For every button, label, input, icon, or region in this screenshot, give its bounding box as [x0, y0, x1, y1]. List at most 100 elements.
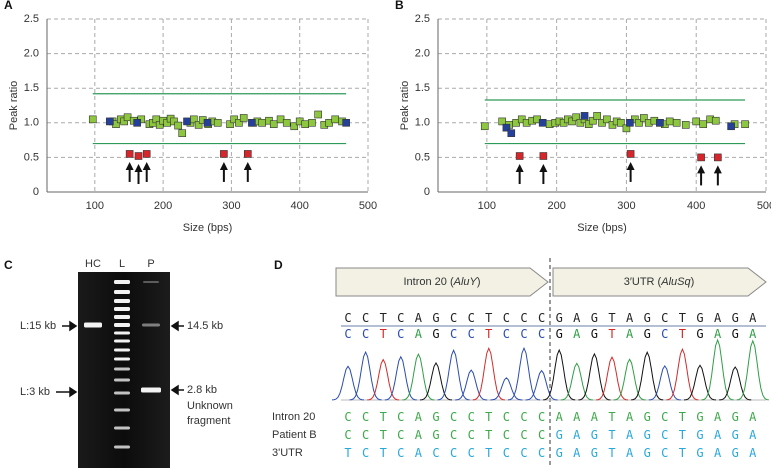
point [183, 117, 191, 126]
trace-peak [419, 361, 453, 401]
x-tick-label: 400 [687, 200, 705, 212]
gel-band [114, 323, 130, 327]
point [170, 117, 178, 126]
base: C [397, 327, 404, 341]
point [480, 122, 489, 131]
y-tick-label: 2.0 [24, 48, 39, 60]
gel-band [114, 307, 130, 311]
base: C [362, 410, 369, 424]
base: G [644, 327, 651, 341]
point [580, 112, 589, 120]
base: C [468, 446, 475, 460]
base: A [415, 428, 423, 442]
marker-arrows [56, 320, 184, 398]
base: T [344, 446, 351, 460]
gel-band [114, 339, 130, 343]
point [515, 152, 524, 160]
base: C [520, 446, 527, 460]
point [248, 119, 256, 127]
base: C [503, 311, 510, 325]
x-axis-label: Size (bps) [183, 222, 233, 234]
point [589, 116, 597, 125]
trace-peak [402, 353, 435, 401]
base: C [362, 446, 369, 460]
point [568, 117, 576, 126]
point [711, 116, 720, 125]
base: T [380, 327, 387, 341]
base: G [696, 410, 703, 424]
marker-label: L:3 kb [20, 386, 50, 398]
base: G [591, 446, 598, 460]
x-tick-label: 200 [547, 200, 565, 212]
point [174, 121, 182, 130]
point [134, 152, 143, 160]
base: A [626, 327, 634, 341]
point [672, 119, 681, 127]
region-label-part: AluSq [660, 276, 691, 288]
base: C [520, 410, 527, 424]
point [697, 153, 705, 162]
base: A [749, 311, 757, 325]
trace-peak [736, 339, 769, 401]
base: T [608, 311, 615, 325]
point [603, 115, 611, 124]
region-label-part: Intron 20 ( [403, 276, 453, 288]
base: T [679, 428, 686, 442]
base: T [380, 428, 387, 442]
x-tick-label: 100 [478, 200, 496, 212]
gel-band [142, 323, 160, 327]
trace-peak [560, 362, 593, 401]
point [502, 123, 511, 132]
base: G [432, 327, 439, 341]
base: G [732, 446, 739, 460]
row-label: Patient B [272, 429, 317, 441]
base: C [538, 410, 545, 424]
point [213, 119, 222, 127]
panel-label: C [4, 258, 13, 272]
arrow-head [142, 161, 151, 170]
y-tick-label: 0.5 [24, 151, 39, 163]
marker-label: 2.8 kb [187, 384, 217, 396]
gel-band [84, 322, 102, 328]
region-label-part: AluY [453, 276, 478, 288]
trace-peak [578, 352, 611, 401]
point [282, 119, 291, 127]
lane-label: HC [85, 258, 101, 270]
trace-peak [490, 377, 523, 401]
point [593, 112, 601, 120]
point [635, 119, 643, 127]
base: A [573, 327, 581, 341]
arrow-head [697, 165, 706, 174]
base: T [485, 327, 492, 341]
trace-peak [384, 355, 417, 401]
trace-peak [455, 369, 488, 401]
gel-band [141, 387, 161, 393]
base: A [415, 311, 423, 325]
point [133, 119, 141, 127]
base: G [732, 428, 739, 442]
y-tick-label: 1.5 [415, 82, 430, 94]
base: C [503, 410, 510, 424]
point [269, 120, 278, 128]
trace-peak [543, 348, 576, 401]
base: C [450, 311, 457, 325]
base: C [344, 311, 351, 325]
y-tick-label: 0 [424, 186, 430, 198]
base: T [679, 410, 686, 424]
trace-peak [367, 358, 400, 401]
region-label-part: ) [691, 276, 695, 288]
base: C [450, 410, 457, 424]
base: A [573, 428, 581, 442]
base: T [380, 311, 387, 325]
point [727, 122, 735, 131]
base: T [608, 428, 615, 442]
base: G [556, 428, 563, 442]
base: G [432, 410, 439, 424]
trace-peak [719, 366, 752, 401]
point [243, 150, 252, 158]
marker-label: 14.5 kb [187, 320, 223, 332]
base: C [520, 428, 527, 442]
arrow-head [515, 164, 524, 173]
base: A [415, 410, 423, 424]
